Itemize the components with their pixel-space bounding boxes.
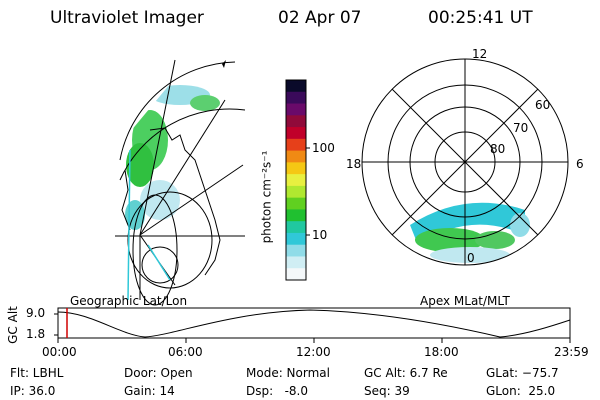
apex-aurora-emission — [410, 202, 530, 263]
colorbar-cell — [286, 150, 306, 163]
status-ip: IP: 36.0 — [10, 384, 56, 398]
colorbar-cell — [286, 127, 306, 140]
colorbar-cell — [286, 138, 306, 152]
colorbar-cell — [286, 197, 306, 210]
colorbar-cell — [286, 256, 306, 269]
colorbar-cell — [286, 91, 306, 105]
colorbar-cell — [286, 209, 306, 222]
colorbar-tick-100: 100 — [312, 141, 335, 155]
y-tick-9: 9.0 — [26, 306, 46, 320]
status-glat: GLat: −75.7 — [486, 366, 559, 380]
status-gain: Gain: 14 — [124, 384, 175, 398]
status-seq: Seq: 39 — [364, 384, 410, 398]
x-tick-1800: 18:00 — [424, 345, 459, 359]
status-gc-alt: GC Alt: 6.7 Re — [364, 366, 448, 380]
gc-alt-axis-label: GC Alt — [5, 306, 20, 344]
colorbar-cell — [286, 162, 306, 175]
colorbar-cell — [286, 174, 306, 187]
colorbar-cell — [286, 115, 306, 128]
x-tick-1200: 12:00 — [296, 345, 331, 359]
observation-time: 00:25:41 UT — [428, 8, 533, 28]
instrument-title: Ultraviolet Imager — [50, 8, 204, 28]
colorbar-cell — [286, 185, 306, 199]
status-filter: Flt: LBHL — [10, 366, 64, 380]
status-dsp: Dsp: -8.0 — [246, 384, 309, 398]
mlat-label-80: 80 — [490, 142, 506, 156]
status-mode: Mode: Normal — [246, 366, 330, 380]
status-door: Door: Open — [124, 366, 193, 380]
observation-date: 02 Apr 07 — [278, 8, 362, 28]
geographic-panel-label: Geographic Lat/Lon — [70, 294, 188, 308]
mlt-label-6: 6 — [576, 157, 584, 171]
mlat-label-60: 60 — [535, 98, 551, 112]
x-tick-0600: 06:00 — [168, 345, 203, 359]
apex-panel-label: Apex MLat/MLT — [420, 294, 510, 308]
colorbar-cell — [286, 221, 306, 234]
mlat-label-70: 70 — [513, 121, 529, 135]
colorbar-cell — [286, 244, 306, 257]
mlt-label-18: 18 — [346, 157, 362, 171]
colorbar-cell — [286, 103, 306, 116]
colorbar-gradient — [286, 80, 306, 281]
y-tick-1-8: 1.8 — [26, 327, 46, 341]
mlt-label-12: 12 — [472, 47, 488, 61]
x-tick-2359: 23:59 — [554, 345, 589, 359]
x-tick-0000: 00:00 — [42, 345, 77, 359]
colorbar-tick-10: 10 — [312, 228, 328, 242]
colorbar-cell — [286, 232, 306, 246]
colorbar-cell — [286, 268, 306, 281]
status-glon: GLon: 25.0 — [486, 384, 556, 398]
mlt-label-0: 0 — [467, 251, 475, 265]
colorbar-cell — [286, 80, 306, 93]
